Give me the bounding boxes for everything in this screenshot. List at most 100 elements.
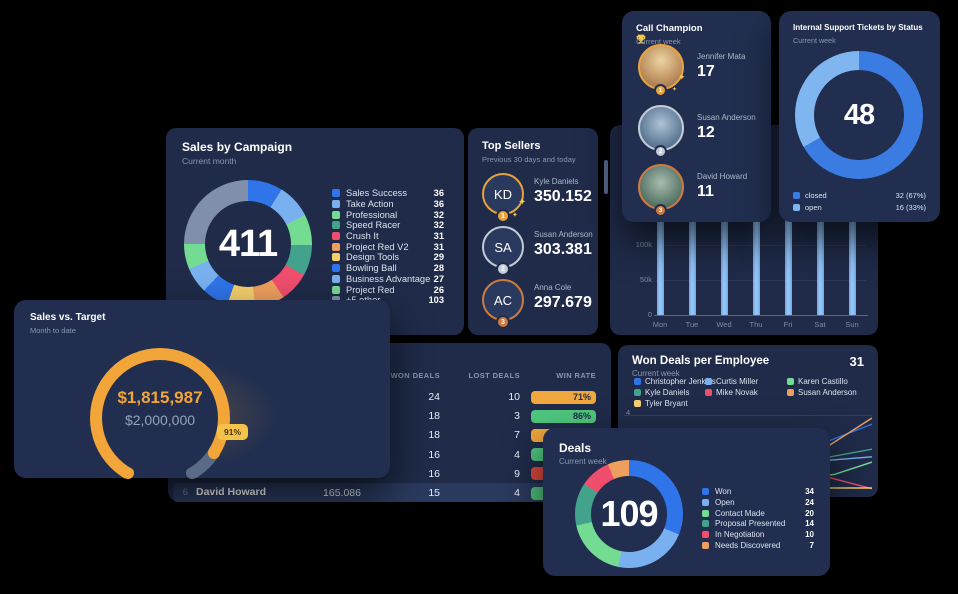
rank-badge: 3 [496,315,510,329]
legend-label: Sales Success [346,188,407,199]
legend-label: Mike Novak [716,388,758,397]
seller-row[interactable]: SA 2 Susan Anderson 303.381 [468,224,598,276]
legend-value: 34 [805,487,814,496]
legend-swatch [332,221,340,230]
legend-item[interactable]: Crush It 31 [332,231,444,242]
legend-item[interactable]: Proposal Presented 14 [702,519,814,528]
win-rate-bar: 71% [531,390,596,404]
bar[interactable] [752,143,760,315]
legend-value: 10 [805,530,814,540]
champion-value: 17 [697,63,715,80]
champion-row[interactable]: 2 Susan Anderson 12 [622,105,771,161]
x-tick-label: Sat [814,320,826,329]
legend-label: Business Advantage [346,273,431,284]
legend-item[interactable]: Project Red 26 [332,284,444,295]
legend-label: Design Tools [346,252,400,263]
won-deals-total: 31 [849,354,864,369]
legend-item[interactable]: Professional 32 [332,209,444,220]
legend-swatch [332,200,340,209]
legend-swatch [702,509,709,517]
legend-swatch [332,189,340,198]
partial-hidden-scrollbar[interactable] [604,160,608,194]
legend-item[interactable]: Won 34 [702,487,814,496]
card-subtitle: Month to date [30,326,76,335]
gauge-cap-start [122,467,134,480]
lost-cell: 9 [514,467,520,480]
bar[interactable] [784,143,792,315]
bar[interactable] [688,143,696,315]
legend-swatch [702,488,709,495]
bar[interactable] [656,143,664,315]
legend-item[interactable]: Mike Novak [705,388,758,397]
lost-cell: 4 [514,448,520,461]
legend-value: 14 [805,519,814,529]
bar[interactable] [848,143,856,315]
legend-label: Tyler Bryant [645,399,688,408]
rank-badge: 3 [654,204,667,217]
legend-item[interactable]: closed 32 (67%) [793,191,926,200]
rank-badge: 2 [496,262,510,276]
deals-card: Deals Current week 109 Won 34 Open 24 Contac… [543,428,830,576]
legend-item[interactable]: Susan Anderson [787,388,857,397]
card-subtitle: Current month [182,156,237,166]
card-title: Sales by Campaign [182,140,293,154]
y-tick-label: 100k [635,240,652,249]
legend-item[interactable]: Business Advantage 27 [332,274,444,285]
card-subtitle: Previous 30 days and today [482,155,576,164]
legend-label: Professional [346,209,398,220]
sparkle-icon: ✦ [512,212,518,219]
lost-cell: 3 [514,410,520,423]
table-header-cell: LOST DEALS [468,371,520,380]
lost-cell: 10 [508,391,520,403]
y-tick-label: 50k [639,275,652,284]
seller-row[interactable]: AC 3 Anna Cole 297.679 [468,277,598,329]
legend-value: 36 [433,199,444,210]
champion-name: David Howard [697,172,748,181]
campaign-donut-chart[interactable]: 411 [184,180,312,308]
seller-name: Kyle Daniels [534,177,579,186]
legend-value: 24 [805,497,814,507]
legend-item[interactable]: Tyler Bryant [634,399,688,408]
legend-item[interactable]: Design Tools 29 [332,252,444,263]
sales-vs-target-card: Sales vs. Target Month to date $1,815,98… [14,300,390,490]
bar[interactable] [720,143,728,315]
bar[interactable] [816,143,824,315]
legend-item[interactable]: Karen Castillo [787,377,848,386]
legend-item[interactable]: In Negotiation 10 [702,530,814,539]
legend-item[interactable]: Contact Made 20 [702,509,814,518]
legend-item[interactable]: Needs Discovered 7 [702,541,814,550]
target-gauge[interactable] [90,348,230,488]
legend-swatch [705,378,712,385]
seller-row[interactable]: KD 1 ✦ ✦ Kyle Daniels 350.152 [468,171,598,223]
card-title: Deals [559,441,592,455]
legend-value: 29 [433,252,444,263]
legend-value: 16 (33%) [895,203,926,212]
legend-item[interactable]: open 16 (33%) [793,203,926,212]
card-subtitle: Current week [636,37,681,46]
champion-row[interactable]: 1 ✦ ✦ Jennifer Mata 17 [622,44,771,100]
deals-donut-chart[interactable]: 109 [575,460,683,568]
seller-value: 350.152 [534,188,592,205]
legend-swatch [332,253,340,262]
legend-item[interactable]: Christopher Jenkins [634,377,716,386]
legend-value: 31 [433,231,444,242]
legend-item[interactable]: Project Red V2 31 [332,241,444,252]
legend-item[interactable]: Bowling Ball 28 [332,263,444,274]
legend-item[interactable]: Kyle Daniels [634,388,689,397]
top-sellers-card: Top Sellers Previous 30 days and today K… [468,128,598,335]
legend-item[interactable]: Speed Racer 32 [332,220,444,231]
win-rate-bar: 86% [531,409,596,423]
y-tick-label: 4 [626,408,631,417]
won-cell: 16 [428,448,440,461]
gauge-cap-progress [207,446,220,459]
sparkle-icon: ✦ [672,87,678,93]
support-donut-chart[interactable]: 48 [795,51,923,179]
seller-value: 297.679 [534,294,592,311]
legend-item[interactable]: Take Action 36 [332,199,444,210]
legend-value: 31 [433,241,444,252]
legend-item[interactable]: Open 24 [702,498,814,507]
legend-item[interactable]: Sales Success 36 [332,188,444,199]
champion-row[interactable]: 3 David Howard 11 [622,164,771,220]
legend-item[interactable]: Curtis Miller [705,377,758,386]
legend-swatch [702,498,709,506]
